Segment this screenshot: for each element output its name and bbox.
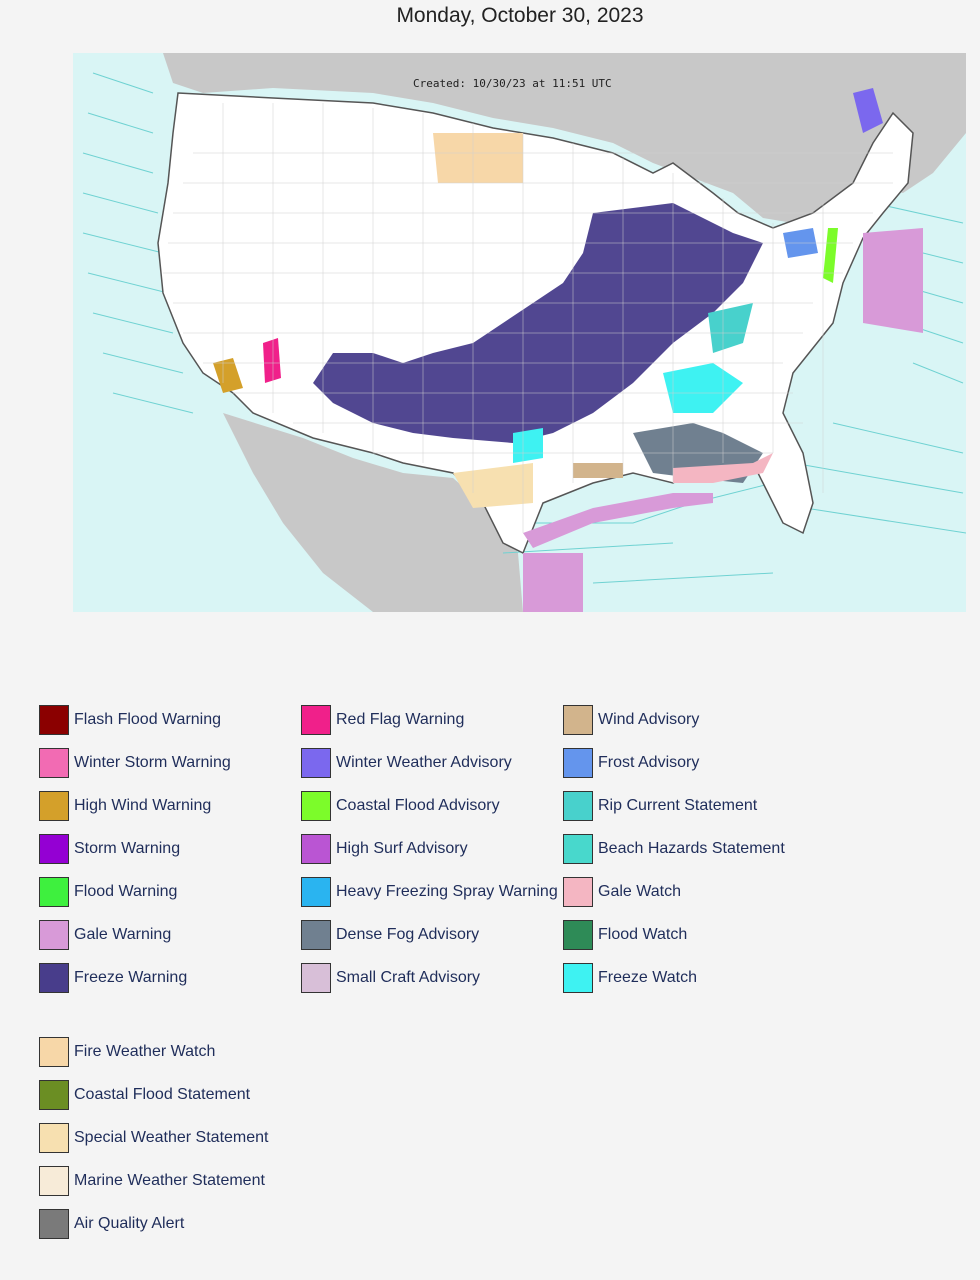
legend-item: Beach Hazards Statement <box>563 832 785 866</box>
legend-swatch <box>563 791 593 821</box>
freeze-watch-region-2 <box>513 428 543 463</box>
coastal-flood-region <box>823 228 838 283</box>
legend-item: Wind Advisory <box>563 703 699 737</box>
legend-item: Air Quality Alert <box>39 1207 184 1241</box>
legend-swatch <box>39 1080 69 1110</box>
legend-label: Heavy Freezing Spray Warning <box>336 883 558 900</box>
fire-weather-region <box>433 133 523 183</box>
map-created-timestamp: Created: 10/30/23 at 11:51 UTC <box>413 77 612 90</box>
legend-label: Dense Fog Advisory <box>336 926 480 943</box>
legend-item: Special Weather Statement <box>39 1121 268 1155</box>
legend-swatch <box>39 791 69 821</box>
legend-swatch <box>39 1037 69 1067</box>
legend-swatch <box>39 834 69 864</box>
legend-swatch <box>563 920 593 950</box>
legend-swatch <box>39 963 69 993</box>
legend-label: Gale Warning <box>74 926 172 943</box>
gale-warning-region-2 <box>523 553 583 612</box>
gale-watch-coast <box>673 453 773 483</box>
legend-swatch <box>563 963 593 993</box>
legend-label: High Surf Advisory <box>336 840 468 857</box>
legend-swatch <box>301 877 331 907</box>
legend-item: Fire Weather Watch <box>39 1035 215 1069</box>
legend-label: Frost Advisory <box>598 754 700 771</box>
legend-label: Coastal Flood Advisory <box>336 797 500 814</box>
legend-swatch <box>39 1166 69 1196</box>
legend-item: Winter Weather Advisory <box>301 746 512 780</box>
us-hazards-map: Created: 10/30/23 at 11:51 UTC <box>73 53 966 612</box>
legend-label: High Wind Warning <box>74 797 212 814</box>
legend-swatch <box>39 748 69 778</box>
rip-current-region <box>708 303 753 353</box>
legend-label: Gale Watch <box>598 883 681 900</box>
legend-swatch <box>39 920 69 950</box>
legend-label: Storm Warning <box>74 840 181 857</box>
legend-item: Flash Flood Warning <box>39 703 221 737</box>
legend-item: Freeze Warning <box>39 961 187 995</box>
canada-landmass <box>163 53 966 223</box>
legend-label: Fire Weather Watch <box>74 1043 216 1060</box>
legend-label: Flood Warning <box>74 883 178 900</box>
legend-label: Marine Weather Statement <box>74 1172 265 1189</box>
gale-warning-coast <box>523 493 713 548</box>
legend-item: Storm Warning <box>39 832 180 866</box>
legend-swatch <box>563 748 593 778</box>
legend-label: Coastal Flood Statement <box>74 1086 251 1103</box>
county-lines <box>163 103 893 533</box>
legend-swatch <box>301 791 331 821</box>
legend-item: Rip Current Statement <box>563 789 757 823</box>
map-canvas <box>82 53 966 612</box>
legend-item: Winter Storm Warning <box>39 746 231 780</box>
legend-item: Dense Fog Advisory <box>301 918 479 952</box>
legend-item: High Surf Advisory <box>301 832 468 866</box>
legend-item: High Wind Warning <box>39 789 211 823</box>
legend-item: Small Craft Advisory <box>301 961 480 995</box>
legend-swatch <box>301 748 331 778</box>
legend-swatch <box>39 1123 69 1153</box>
legend-label: Wind Advisory <box>598 711 700 728</box>
gale-warning-region <box>863 228 923 333</box>
legend-swatch <box>39 1209 69 1239</box>
legend-label: Beach Hazards Statement <box>598 840 785 857</box>
legend-label: Special Weather Statement <box>74 1129 269 1146</box>
legend-item: Flood Watch <box>563 918 687 952</box>
legend-swatch <box>301 920 331 950</box>
legend-label: Freeze Warning <box>74 969 188 986</box>
legend-item: Gale Warning <box>39 918 171 952</box>
legend-swatch <box>301 963 331 993</box>
legend-swatch <box>301 705 331 735</box>
legend-item: Freeze Watch <box>563 961 697 995</box>
winter-weather-region <box>853 88 883 133</box>
legend-item: Heavy Freezing Spray Warning <box>301 875 558 909</box>
legend-swatch <box>39 877 69 907</box>
legend-item: Coastal Flood Statement <box>39 1078 250 1112</box>
legend-item: Gale Watch <box>563 875 681 909</box>
legend-item: Marine Weather Statement <box>39 1164 265 1198</box>
page-title: Monday, October 30, 2023 <box>396 4 644 27</box>
legend-swatch <box>563 834 593 864</box>
legend-label: Winter Weather Advisory <box>336 754 512 771</box>
legend-item: Frost Advisory <box>563 746 699 780</box>
legend-item: Red Flag Warning <box>301 703 464 737</box>
legend-item: Flood Warning <box>39 875 177 909</box>
legend-swatch <box>301 834 331 864</box>
mexico-landmass <box>223 413 523 612</box>
red-flag-region <box>263 338 281 383</box>
high-wind-region <box>213 358 243 393</box>
legend-swatch <box>563 705 593 735</box>
legend-item: Coastal Flood Advisory <box>301 789 500 823</box>
legend-label: Small Craft Advisory <box>336 969 481 986</box>
legend-swatch <box>563 877 593 907</box>
legend-label: Flood Watch <box>598 926 688 943</box>
legend-label: Freeze Watch <box>598 969 697 986</box>
wind-advisory-region <box>573 463 623 478</box>
legend-label: Air Quality Alert <box>74 1215 185 1232</box>
legend-label: Winter Storm Warning <box>74 754 231 771</box>
freeze-warning-region <box>313 203 763 443</box>
legend-label: Flash Flood Warning <box>74 711 222 728</box>
legend-label: Rip Current Statement <box>598 797 758 814</box>
legend-swatch <box>39 705 69 735</box>
legend-label: Red Flag Warning <box>336 711 465 728</box>
